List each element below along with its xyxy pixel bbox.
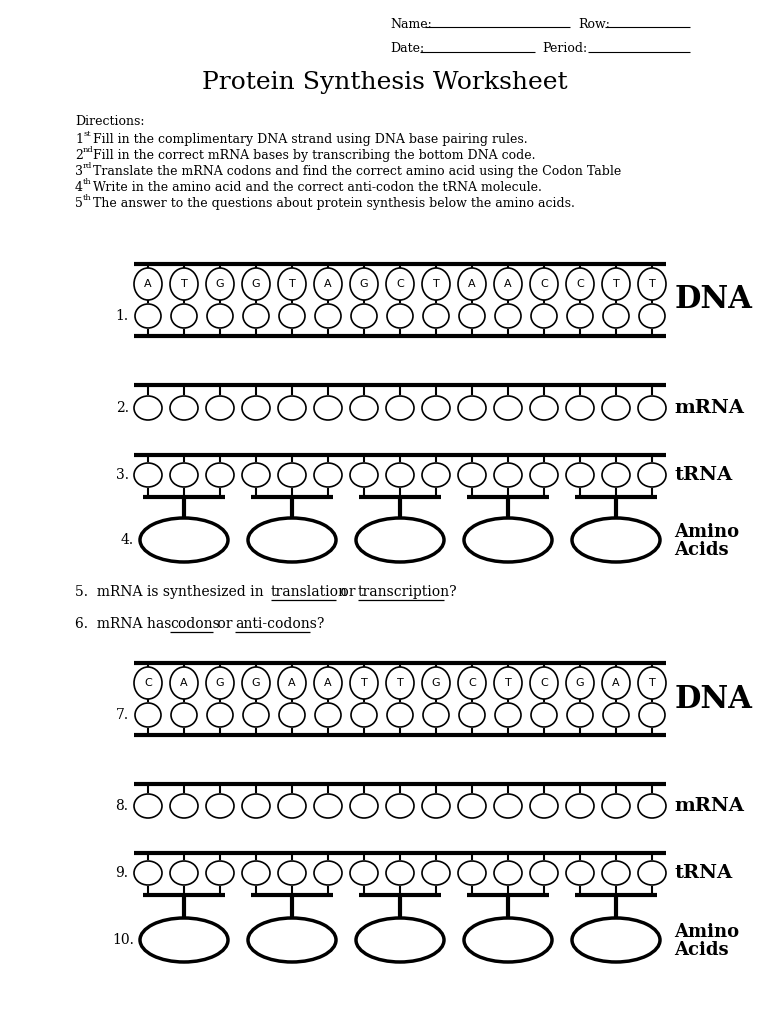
Text: mRNA: mRNA — [675, 797, 745, 815]
Text: G: G — [360, 279, 368, 289]
Text: 1: 1 — [75, 133, 83, 146]
Text: Date:: Date: — [390, 42, 424, 55]
Text: A: A — [180, 678, 188, 688]
Text: G: G — [576, 678, 584, 688]
Text: 4: 4 — [75, 181, 83, 194]
Text: T: T — [360, 678, 367, 688]
Text: C: C — [540, 279, 548, 289]
Text: 2.: 2. — [116, 401, 129, 415]
Text: T: T — [504, 678, 511, 688]
Text: 9.: 9. — [116, 866, 129, 880]
Text: 3.: 3. — [116, 468, 129, 482]
Text: 5: 5 — [75, 197, 83, 210]
Text: transcription?: transcription? — [358, 585, 457, 599]
Text: T: T — [433, 279, 440, 289]
Text: tRNA: tRNA — [675, 466, 732, 484]
Text: Row:: Row: — [578, 18, 610, 31]
Text: 2: 2 — [75, 150, 83, 162]
Text: or: or — [213, 617, 237, 631]
Text: mRNA: mRNA — [675, 399, 745, 417]
Text: 4.: 4. — [121, 534, 134, 547]
Text: T: T — [181, 279, 187, 289]
Text: A: A — [612, 678, 620, 688]
Text: T: T — [613, 279, 619, 289]
Text: Fill in the correct mRNA bases by transcribing the bottom DNA code.: Fill in the correct mRNA bases by transc… — [89, 150, 535, 162]
Text: G: G — [216, 678, 224, 688]
Text: Amino: Amino — [675, 523, 739, 541]
Text: 6.  mRNA has: 6. mRNA has — [75, 617, 176, 631]
Text: Fill in the complimentary DNA strand using DNA base pairing rules.: Fill in the complimentary DNA strand usi… — [89, 133, 527, 146]
Text: anti-codons?: anti-codons? — [235, 617, 324, 631]
Text: th: th — [83, 178, 92, 186]
Text: rd: rd — [83, 162, 92, 170]
Text: Protein Synthesis Worksheet: Protein Synthesis Worksheet — [203, 71, 567, 93]
Text: th: th — [83, 194, 92, 202]
Text: G: G — [252, 678, 260, 688]
Text: DNA: DNA — [675, 285, 752, 315]
Text: Directions:: Directions: — [75, 115, 145, 128]
Text: C: C — [540, 678, 548, 688]
Text: codons: codons — [170, 617, 219, 631]
Text: A: A — [144, 279, 152, 289]
Text: Write in the amino acid and the correct anti-codon the tRNA molecule.: Write in the amino acid and the correct … — [89, 181, 542, 194]
Text: DNA: DNA — [675, 683, 752, 715]
Text: T: T — [289, 279, 296, 289]
Text: nd: nd — [83, 146, 94, 154]
Text: translation: translation — [271, 585, 348, 599]
Text: T: T — [397, 678, 403, 688]
Text: G: G — [216, 279, 224, 289]
Text: T: T — [648, 678, 655, 688]
Text: A: A — [504, 279, 512, 289]
Text: 1.: 1. — [116, 309, 129, 323]
Text: C: C — [576, 279, 584, 289]
Text: Translate the mRNA codons and find the correct amino acid using the Codon Table: Translate the mRNA codons and find the c… — [89, 165, 621, 178]
Text: 7.: 7. — [116, 708, 129, 722]
Text: Amino: Amino — [675, 923, 739, 941]
Text: 8.: 8. — [116, 799, 129, 813]
Text: 3: 3 — [75, 165, 83, 178]
Text: T: T — [648, 279, 655, 289]
Text: C: C — [144, 678, 152, 688]
Text: G: G — [432, 678, 440, 688]
Text: G: G — [252, 279, 260, 289]
Text: C: C — [396, 279, 404, 289]
Text: 10.: 10. — [112, 933, 134, 947]
Text: A: A — [468, 279, 476, 289]
Text: A: A — [288, 678, 296, 688]
Text: C: C — [468, 678, 476, 688]
Text: 5.  mRNA is synthesized in: 5. mRNA is synthesized in — [75, 585, 268, 599]
Text: st: st — [83, 130, 91, 138]
Text: The answer to the questions about protein synthesis below the amino acids.: The answer to the questions about protei… — [89, 197, 575, 210]
Text: A: A — [324, 279, 332, 289]
Text: or: or — [336, 585, 360, 599]
Text: Name:: Name: — [390, 18, 432, 31]
Text: Period:: Period: — [542, 42, 587, 55]
Text: Acids: Acids — [675, 541, 729, 559]
Text: A: A — [324, 678, 332, 688]
Text: tRNA: tRNA — [675, 864, 732, 882]
Text: Acids: Acids — [675, 941, 729, 959]
